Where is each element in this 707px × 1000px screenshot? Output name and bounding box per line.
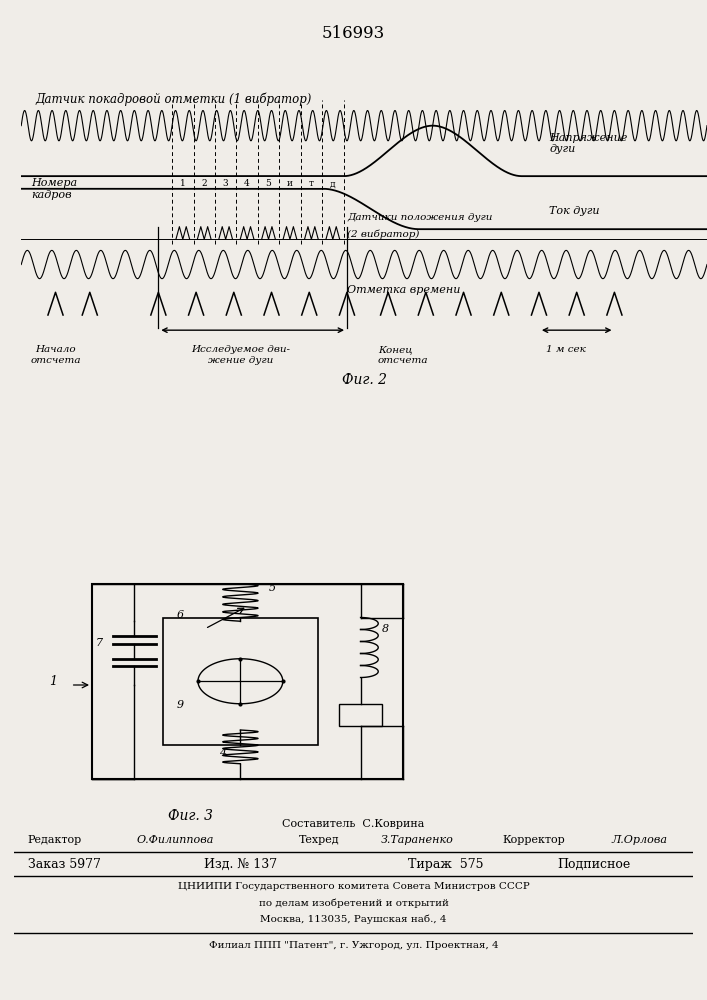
- Text: Конец
отсчета: Конец отсчета: [378, 345, 428, 365]
- Text: Фиг. 2: Фиг. 2: [341, 373, 387, 387]
- Text: Москва, 113035, Раушская наб., 4: Москва, 113035, Раушская наб., 4: [260, 915, 447, 924]
- Text: Изд. № 137: Изд. № 137: [204, 858, 277, 871]
- Text: Начало
отсчета: Начало отсчета: [30, 345, 81, 365]
- Text: 3: 3: [223, 179, 228, 188]
- Text: Корректор: Корректор: [503, 835, 566, 845]
- Text: О.Филиппова: О.Филиппова: [136, 835, 214, 845]
- Text: 2: 2: [201, 179, 207, 188]
- Text: Филиал ППП "Патент", г. Ужгород, ул. Проектная, 4: Филиал ППП "Патент", г. Ужгород, ул. Про…: [209, 941, 498, 950]
- Text: Напряжение
дуги: Напряжение дуги: [549, 133, 628, 154]
- Bar: [163, 617, 318, 745]
- Text: 4: 4: [219, 748, 226, 758]
- Text: и: и: [287, 179, 293, 188]
- Text: (2 вибратор): (2 вибратор): [347, 229, 419, 239]
- Text: Датчик покадровой отметки (1 вибратор): Датчик покадровой отметки (1 вибратор): [35, 93, 311, 106]
- Bar: [339, 704, 382, 726]
- Text: по делам изобретений и открытий: по делам изобретений и открытий: [259, 898, 448, 908]
- Text: Тираж  575: Тираж 575: [408, 858, 484, 871]
- Text: Редактор: Редактор: [28, 835, 82, 845]
- Text: Отметка времени: Отметка времени: [347, 285, 460, 295]
- Text: 4: 4: [244, 179, 250, 188]
- Text: 8: 8: [382, 624, 389, 635]
- Text: Ток дуги: Ток дуги: [549, 207, 600, 217]
- Text: 6: 6: [177, 609, 184, 619]
- Text: Подписное: Подписное: [557, 858, 631, 871]
- Text: 1 м сек: 1 м сек: [547, 345, 586, 354]
- Text: Л.Орлова: Л.Орлова: [612, 835, 667, 845]
- Text: 1: 1: [49, 675, 57, 688]
- Text: Составитель  С.Коврина: Составитель С.Коврина: [282, 819, 425, 829]
- Text: Исследуемое дви-
жение дуги: Исследуемое дви- жение дуги: [191, 345, 290, 365]
- Text: ЦНИИПИ Государственного комитета Совета Министров СССР: ЦНИИПИ Государственного комитета Совета …: [177, 882, 530, 891]
- Text: 5: 5: [269, 583, 276, 593]
- Text: Фиг. 3: Фиг. 3: [168, 809, 214, 823]
- Text: д: д: [330, 179, 336, 188]
- Bar: [92, 584, 403, 779]
- Text: 7: 7: [95, 638, 103, 648]
- Text: 9: 9: [177, 700, 184, 710]
- Text: т: т: [309, 179, 314, 188]
- Text: Номера
кадров: Номера кадров: [32, 178, 78, 200]
- Text: З.Тараненко: З.Тараненко: [380, 835, 453, 845]
- Text: 1: 1: [180, 179, 186, 188]
- Text: 516993: 516993: [322, 24, 385, 41]
- Text: 5: 5: [266, 179, 271, 188]
- Text: Техред: Техред: [299, 835, 340, 845]
- Text: Заказ 5977: Заказ 5977: [28, 858, 100, 871]
- Text: Датчики положения дуги: Датчики положения дуги: [347, 213, 492, 222]
